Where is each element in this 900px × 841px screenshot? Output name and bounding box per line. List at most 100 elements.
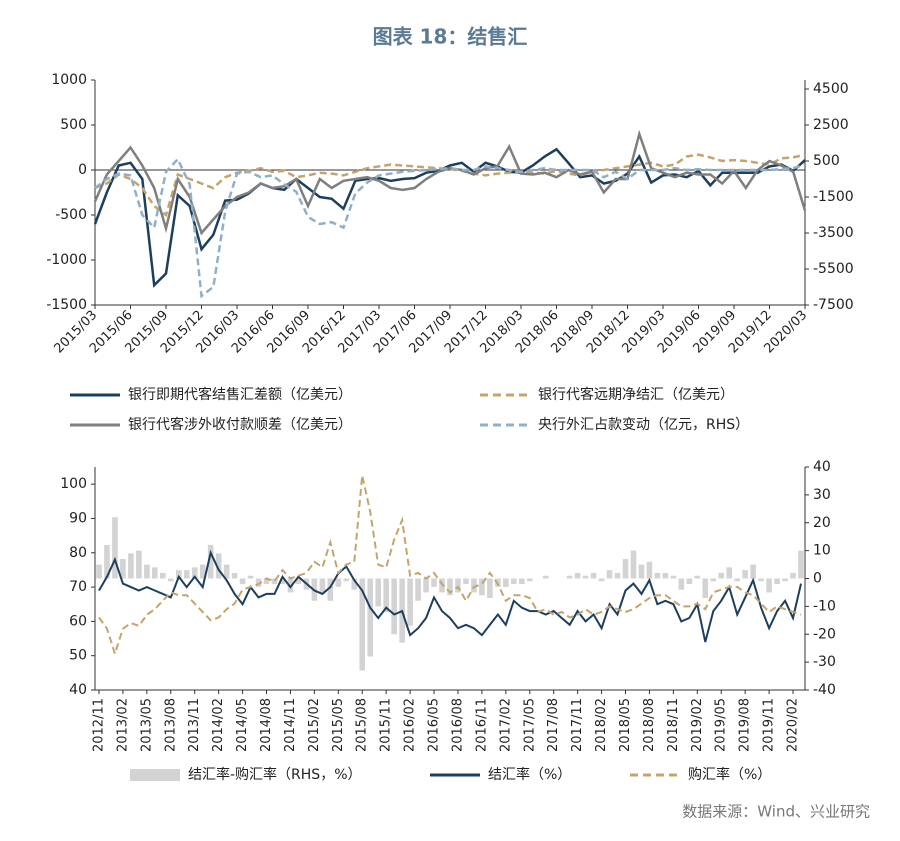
bar [654,572,661,579]
y-tick-label: 100 [60,476,87,492]
bar [160,572,166,579]
bar [479,578,485,596]
legend-label: 银行即期代客结售汇差额（亿美元） [128,386,352,403]
bar [120,558,126,579]
legend-label: 购汇率（%） [688,766,771,783]
bar [782,578,788,582]
x-tick-label: 2018/11 [666,698,681,752]
bar [750,564,756,579]
legend-label: 银行代客远期净结汇（亿美元） [538,386,734,403]
bar [798,550,804,579]
x-tick-label: 2020/02 [786,698,801,752]
y-tick-label: -1500 [46,297,87,313]
bar [686,578,693,585]
bar [359,578,366,671]
bar [199,564,206,579]
bar [167,578,174,582]
x-tick-label: 2013/02 [115,698,130,752]
x-tick-label: 2019/11 [762,698,777,752]
x-tick-label: 2017/08 [546,698,561,752]
bar [758,578,764,582]
bar [191,567,198,579]
bar [694,575,701,579]
x-tick-label: 2018/08 [642,698,657,752]
bar [614,572,621,579]
bar [183,570,190,579]
y2-tick-label: 2500 [813,117,849,133]
bar [718,572,725,579]
y-tick-label: -500 [55,207,87,223]
y2-tick-label: 4500 [813,81,849,97]
bar [566,575,573,579]
bar [104,545,110,579]
x-tick-label: 2012/11 [91,698,106,752]
x-tick-label: 2014/05 [235,698,250,752]
bar [136,550,142,579]
bar [487,578,493,599]
bar [215,553,222,579]
page-title: 图表 18：结售汇 [373,25,528,49]
line [94,153,806,218]
bar [223,564,230,579]
line [98,549,802,643]
bar [112,517,118,579]
line [93,147,806,288]
bar [774,578,780,585]
bar [239,578,246,585]
bar [511,578,517,585]
line [98,475,802,658]
x-tick-label: 2018/02 [594,698,609,752]
bar [271,578,278,585]
x-tick-label: 2014/08 [259,698,274,752]
y2-tick-label: -20 [813,626,836,642]
bar [455,578,461,593]
bar [463,578,469,585]
x-tick-label: 2013/05 [139,698,154,752]
x-tick-label: 2013/11 [187,698,202,752]
bar [519,578,525,585]
bar [415,578,421,601]
bar [263,578,270,585]
y2-tick-label: -10 [813,598,836,614]
bar [279,578,286,585]
bar [622,558,629,579]
bar [431,578,437,587]
x-tick-label: 2015/02 [307,698,322,752]
y2-tick-label: -1500 [813,189,854,205]
bar [606,570,613,579]
x-tick-label: 2016/08 [450,698,465,752]
bar [207,545,214,579]
y-tick-label: 500 [60,117,87,133]
x-tick-label: 2014/02 [211,698,226,752]
legend-label: 结汇率（%） [488,766,571,783]
y-tick-label: 80 [69,545,87,561]
y-tick-label: -1000 [46,252,87,268]
bar [343,578,350,582]
x-tick-label: 2015/11 [379,698,394,752]
bar [630,550,637,579]
bar [726,567,733,579]
x-tick-label: 2015/05 [331,698,346,752]
x-tick-label: 2014/11 [283,698,298,752]
bar [598,578,605,582]
line [93,129,807,236]
x-tick-label: 2016/11 [474,698,489,752]
bar [152,567,158,579]
bar [590,572,597,579]
bar [574,572,581,579]
y-tick-label: 0 [78,162,87,178]
y2-tick-label: -40 [813,682,836,698]
y2-tick-label: 20 [813,515,831,531]
bar [407,578,413,626]
bar [638,564,645,579]
x-tick-label: 2017/11 [570,698,585,752]
y2-tick-label: -5500 [813,261,854,277]
bar [423,578,429,593]
bar [375,578,381,607]
bar [383,578,389,612]
legend-label: 央行外汇占款变动（亿元，RHS） [538,417,749,433]
bar [231,572,238,579]
bar [790,572,796,579]
bar [678,578,685,590]
bar [327,578,334,601]
